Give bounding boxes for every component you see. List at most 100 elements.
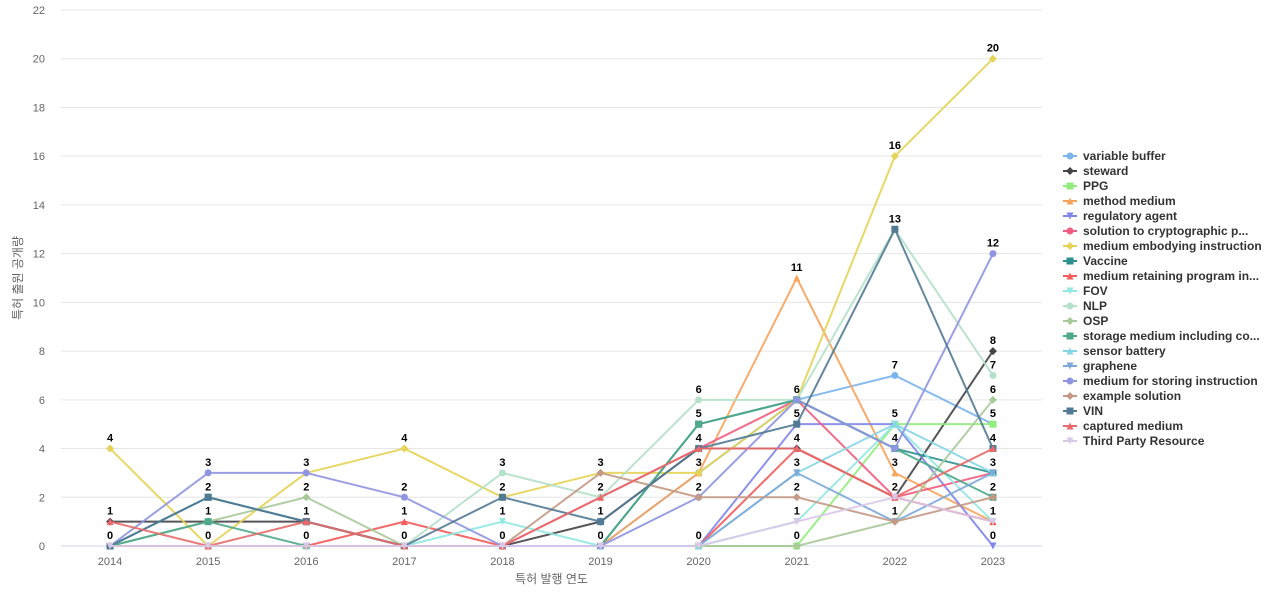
data-point[interactable] [891, 225, 899, 233]
data-point[interactable] [695, 420, 703, 428]
series-line[interactable] [109, 228, 994, 547]
data-point[interactable] [498, 542, 506, 550]
legend-item-17[interactable]: VIN [1063, 404, 1103, 418]
legend-item-14[interactable]: graphene [1063, 359, 1137, 373]
data-point[interactable] [106, 518, 114, 526]
data-point[interactable] [302, 518, 310, 526]
data-point[interactable] [204, 493, 212, 501]
data-point[interactable] [695, 445, 703, 453]
legend-item-3[interactable]: method medium [1063, 194, 1176, 208]
series-10 [106, 225, 997, 550]
data-point[interactable] [302, 469, 310, 477]
legend-item-12[interactable]: storage medium including co... [1063, 329, 1260, 343]
data-point[interactable] [694, 468, 703, 477]
data-point[interactable] [891, 469, 899, 477]
legend-item-4[interactable]: regulatory agent [1063, 209, 1177, 223]
y-tick-label: 2 [39, 492, 45, 504]
data-point[interactable] [498, 469, 506, 477]
legend-item-18[interactable]: captured medium [1063, 419, 1183, 433]
legend-item-5[interactable]: solution to cryptographic p... [1063, 224, 1248, 238]
data-label: 3 [205, 457, 211, 469]
data-label: 4 [107, 433, 114, 445]
legend-marker [1066, 257, 1074, 265]
legend-item-8[interactable]: medium retaining program in... [1063, 269, 1259, 283]
data-point[interactable] [498, 518, 506, 526]
data-point[interactable] [597, 542, 605, 550]
data-label: 3 [696, 457, 702, 469]
legend-item-10[interactable]: NLP [1063, 299, 1107, 313]
data-point[interactable] [695, 542, 703, 550]
data-point[interactable] [204, 518, 212, 526]
legend-label: solution to cryptographic p... [1083, 224, 1248, 238]
legend-item-7[interactable]: Vaccine [1063, 254, 1128, 268]
data-point[interactable] [989, 250, 997, 258]
y-tick-label: 6 [39, 395, 45, 407]
legend-item-1[interactable]: steward [1063, 164, 1128, 178]
data-point[interactable] [988, 347, 997, 356]
data-label: 20 [987, 43, 999, 55]
series-line[interactable] [109, 228, 994, 547]
data-point[interactable] [890, 152, 899, 161]
legend-marker [1066, 422, 1074, 430]
data-point[interactable] [793, 420, 801, 428]
legend-label: variable buffer [1083, 149, 1166, 163]
data-point[interactable] [891, 445, 899, 453]
x-tick-label-2015: 2015 [196, 556, 220, 568]
data-point[interactable] [890, 517, 899, 526]
data-point[interactable] [597, 518, 605, 526]
data-point[interactable] [793, 445, 801, 453]
data-point[interactable] [302, 493, 311, 502]
data-point[interactable] [989, 445, 997, 453]
legend-item-6[interactable]: medium embodying instruction [1063, 239, 1262, 253]
legend-item-2[interactable]: PPG [1063, 179, 1108, 193]
legend-label: OSP [1083, 314, 1108, 328]
legend-item-11[interactable]: OSP [1063, 314, 1108, 328]
legend-item-16[interactable]: example solution [1063, 389, 1181, 403]
data-point[interactable] [989, 542, 997, 550]
data-point[interactable] [400, 493, 408, 501]
data-point[interactable] [400, 444, 409, 453]
data-point[interactable] [891, 420, 899, 428]
data-point[interactable] [793, 469, 801, 477]
data-point[interactable] [988, 54, 997, 63]
data-point[interactable] [793, 518, 801, 526]
data-point[interactable] [988, 493, 997, 502]
series-line[interactable] [109, 496, 994, 547]
legend-item-9[interactable]: FOV [1063, 284, 1108, 298]
series-line[interactable] [109, 447, 994, 547]
data-label: 0 [499, 530, 505, 542]
data-point[interactable] [891, 493, 899, 501]
data-point[interactable] [400, 518, 408, 526]
data-label: 1 [205, 506, 211, 518]
data-point[interactable] [106, 542, 114, 550]
data-point[interactable] [988, 395, 997, 404]
y-tick-label: 22 [33, 5, 45, 17]
data-point[interactable] [498, 493, 506, 501]
data-point[interactable] [792, 542, 801, 550]
data-point[interactable] [891, 371, 899, 379]
legend-item-0[interactable]: variable buffer [1063, 149, 1166, 163]
data-point[interactable] [989, 469, 997, 477]
data-label: 3 [499, 457, 505, 469]
data-point[interactable] [989, 420, 997, 428]
data-point[interactable] [695, 396, 703, 404]
data-point[interactable] [694, 493, 703, 502]
data-point[interactable] [989, 518, 997, 526]
legend-item-13[interactable]: sensor battery [1063, 344, 1166, 358]
legend-item-15[interactable]: medium for storing instruction [1063, 374, 1258, 388]
data-point[interactable] [302, 542, 310, 550]
data-point[interactable] [204, 542, 212, 550]
data-point[interactable] [597, 493, 605, 501]
legend-item-19[interactable]: Third Party Resource [1063, 434, 1205, 448]
data-point[interactable] [989, 371, 997, 379]
data-point[interactable] [792, 493, 801, 502]
data-point[interactable] [793, 274, 801, 282]
data-label: 0 [597, 530, 603, 542]
data-point[interactable] [204, 469, 212, 477]
data-point[interactable] [400, 542, 408, 550]
legend-label: storage medium including co... [1083, 329, 1260, 343]
data-point[interactable] [596, 468, 605, 477]
data-point[interactable] [106, 444, 115, 453]
data-point[interactable] [793, 396, 801, 404]
x-tick-label-2022: 2022 [883, 556, 907, 568]
